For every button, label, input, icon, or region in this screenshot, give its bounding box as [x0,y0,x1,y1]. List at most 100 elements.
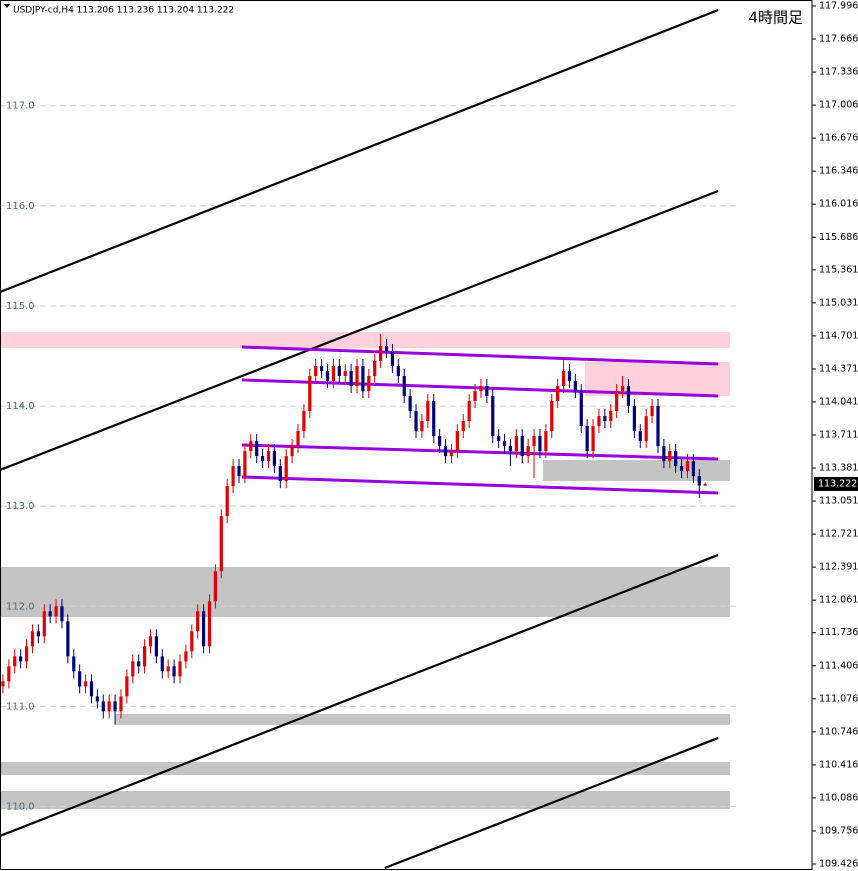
candle-body [668,451,672,462]
candle-body [355,366,359,387]
candle-body [172,666,176,677]
candle-body [626,386,631,407]
candle-body [66,621,70,657]
y-tick-label: 115.361 [819,264,858,275]
candle-body [237,466,241,477]
candle-body [455,431,459,452]
y-tick-label: 111.736 [819,627,858,638]
y-tick-label: 116.016 [819,199,858,210]
candle-body [290,446,294,457]
y-tick-label: 110.416 [819,759,858,770]
candle-body [36,631,40,637]
candle-body [414,411,418,432]
trendline [0,553,719,837]
trendline [384,736,719,870]
candle-body [343,371,347,377]
current-price-box [814,476,858,491]
candle-body [24,646,29,662]
candle-body [591,426,595,452]
candle-body [491,396,495,437]
candle-body [89,681,94,697]
candle-body [201,611,206,647]
candle-body [107,701,111,712]
candle-body [261,456,265,462]
zone [115,713,730,725]
candle-body [703,483,707,486]
y-tick-label: 111.406 [819,660,858,671]
candle-body [13,656,17,667]
candle-body [320,366,324,372]
y-tick-label: 111.076 [819,693,858,704]
candle-body [19,656,23,662]
grid-label: 113.0 [6,501,35,512]
grid-label: 114.0 [6,401,35,412]
candle-body [556,386,560,402]
trendline [241,345,719,366]
candle-body [249,441,253,452]
candle-body [620,386,625,392]
y-tick-label: 112.061 [819,595,858,606]
y-tick-label: 116.676 [819,133,858,144]
y-tick-label: 117.666 [819,34,858,45]
candle-body [278,466,282,482]
candle-body [632,406,636,432]
candle-body [166,666,170,672]
candle-body [579,391,583,427]
candle-body [1,681,5,687]
candle-body [113,701,117,712]
grid-label: 110.0 [6,802,35,813]
y-tick-label: 112.391 [819,562,858,573]
y-tick-label: 117.996 [819,1,858,12]
candle-body [561,371,566,387]
candle-body [384,345,389,352]
y-tick-label: 115.031 [819,297,858,308]
y-tick-label: 110.086 [819,792,858,803]
y-tick-label: 116.346 [819,166,858,177]
candle-body [60,606,64,622]
candle-body [379,345,383,362]
candle-body [644,416,648,442]
y-tick-label: 113.381 [819,463,858,474]
current-price-label: 113.222 [818,478,857,489]
candle-body [679,466,684,472]
zone [0,566,730,618]
y-tick-label: 110.746 [819,726,858,737]
candle-body [225,486,229,517]
candle-body [231,466,235,487]
candle-body [390,351,395,367]
candle-body [54,606,58,617]
candle-body [550,401,554,432]
candle-body [502,441,507,447]
candle-body [567,371,572,382]
candle-body [585,426,589,452]
grid-label: 112.0 [6,601,35,612]
trendline [0,189,719,471]
candle-body [196,611,200,632]
candle-body [125,676,129,697]
candle-body [78,671,82,687]
candle-body [178,661,182,677]
candle-body [697,476,701,486]
candle-body [131,661,135,677]
candle-body [426,401,430,422]
candle-body [650,406,654,417]
candle-body [331,366,336,382]
candle-body [255,441,259,457]
candle-body [219,516,223,572]
y-tick-label: 114.371 [819,363,858,374]
candle-body [154,636,158,657]
zone [0,331,730,348]
candle-body [7,666,11,682]
y-tick-label: 113.711 [819,430,858,441]
candle-body [473,391,477,402]
candle-body [373,361,377,377]
candle-body [544,431,548,452]
candle-body [532,436,536,447]
header-icon [4,4,10,8]
grid-label: 116.0 [6,201,35,212]
grid-label: 115.0 [6,301,35,312]
candle-body [432,401,436,437]
candle-body [325,371,330,382]
candle-body [160,656,164,672]
